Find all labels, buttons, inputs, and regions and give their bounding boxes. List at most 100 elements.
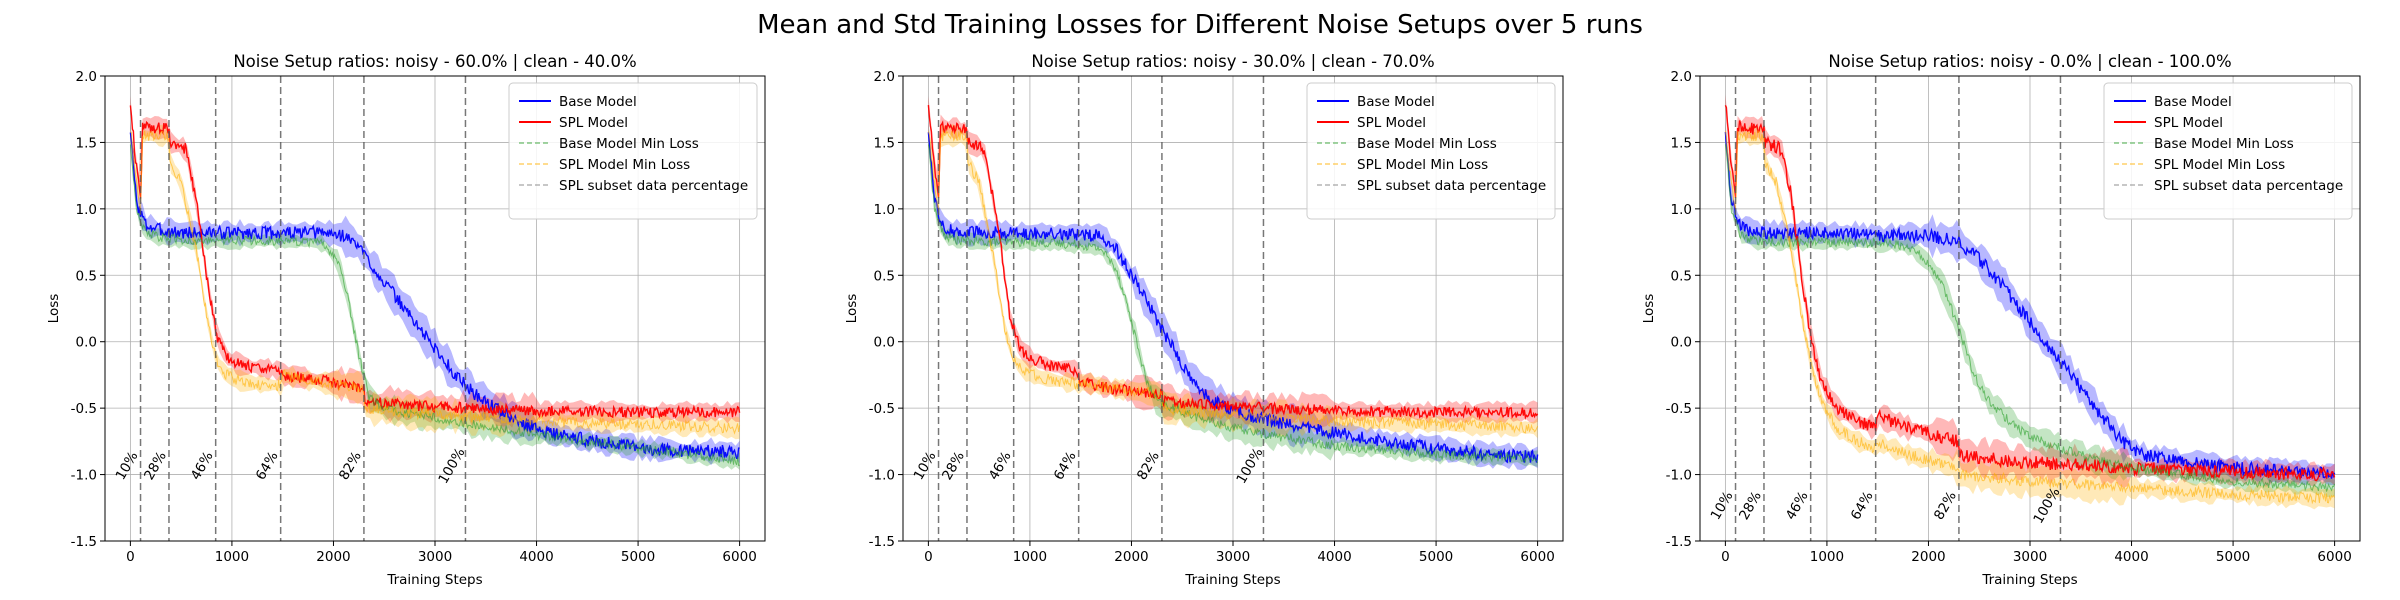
series-line-2 [129, 105, 741, 420]
legend-label: SPL Model Min Loss [559, 157, 690, 173]
y-tick-label: -1.0 [869, 468, 895, 484]
plot-area [1724, 94, 2336, 510]
y-tick-label: -0.5 [1666, 401, 1692, 417]
legend-label: Base Model [2154, 94, 2232, 110]
subset-percent-label: 28% [1736, 489, 1765, 523]
subset-percent-label: 100% [1233, 445, 1266, 487]
legend-label: Base Model Min Loss [1357, 136, 1497, 152]
x-tick-label: 6000 [722, 549, 756, 565]
series-line-1 [129, 132, 740, 460]
subset-percent-label: 46% [986, 449, 1015, 483]
y-tick-label: 0.5 [76, 268, 97, 284]
legend-box [508, 82, 758, 220]
series-line-4 [927, 129, 1539, 434]
legend-label: Base Model Min Loss [559, 136, 699, 152]
y-tick-label: 2.0 [874, 69, 895, 85]
legend-label: SPL subset data percentage [559, 178, 748, 194]
y-tick-label: -1.0 [71, 468, 97, 484]
series-line-1 [927, 132, 1539, 464]
x-axis-label: Training Steps [1184, 572, 1280, 588]
subset-percent-label: 100% [435, 445, 468, 487]
legend-label: Base Model [559, 94, 637, 110]
x-tick-label: 6000 [2317, 549, 2351, 565]
series-line-4 [1724, 129, 2336, 505]
series-line-2 [927, 105, 1539, 421]
legend: Base Model SPL Model Base Model Min Loss SP… [508, 82, 758, 220]
legend-label: Base Model [1357, 94, 1435, 110]
y-tick-label: -0.5 [869, 401, 895, 417]
y-tick-label: -1.5 [869, 534, 895, 550]
x-axis-label: Training Steps [1981, 572, 2077, 588]
legend-box [2103, 82, 2353, 220]
y-tick-label: -1.5 [71, 534, 97, 550]
plot-area [129, 96, 741, 470]
chart-panel-2: 10% 28% 46% 64% 82% 100% 0 1000 2000 3000 4000 5000… [844, 52, 1564, 588]
chart-panel-1: 10% 28% 46% 64% 82% 100% 0 1000 2000 3000 4000 5000… [46, 52, 766, 588]
legend-label: SPL Model [1357, 115, 1426, 131]
subset-percent-label: 46% [188, 449, 217, 483]
subset-percent-label: 64% [1848, 489, 1877, 523]
chart-title: Noise Setup ratios: noisy - 30.0% | clea… [1031, 52, 1434, 71]
x-tick-label: 0 [924, 549, 933, 565]
legend-label: SPL Model Min Loss [2154, 157, 2285, 173]
y-tick-label: 0.5 [1671, 268, 1692, 284]
y-tick-label: 1.0 [874, 202, 895, 218]
y-tick-label: 1.0 [76, 202, 97, 218]
subset-percent-label: 46% [1783, 489, 1812, 523]
x-tick-label: 1000 [1810, 549, 1844, 565]
y-tick-label: 1.5 [874, 135, 895, 151]
subset-percent-label: 82% [336, 449, 365, 483]
legend: Base Model SPL Model Base Model Min Loss SP… [1306, 82, 1556, 220]
series-line-2 [1724, 104, 2336, 482]
subset-percent-label: 28% [141, 449, 170, 483]
x-tick-label: 3000 [1216, 549, 1250, 565]
x-tick-label: 2000 [316, 549, 350, 565]
y-tick-label: 2.0 [76, 69, 97, 85]
legend-label: Base Model Min Loss [2154, 136, 2294, 152]
x-tick-label: 4000 [1317, 549, 1351, 565]
x-tick-label: 4000 [2114, 549, 2148, 565]
chart-title: Noise Setup ratios: noisy - 0.0% | clean… [1828, 52, 2231, 71]
subset-percent-label: 82% [1134, 449, 1163, 483]
x-tick-label: 5000 [1419, 549, 1453, 565]
x-tick-label: 2000 [1911, 549, 1945, 565]
y-tick-label: 1.5 [1671, 135, 1692, 151]
y-tick-label: 0.5 [874, 268, 895, 284]
y-tick-label: 0.0 [76, 335, 97, 351]
series-line-3 [129, 144, 740, 467]
figure-suptitle: Mean and Std Training Losses for Differe… [757, 10, 1643, 40]
legend-label: SPL subset data percentage [2154, 178, 2343, 194]
subset-percent-label: 64% [1051, 449, 1080, 483]
x-tick-label: 0 [126, 549, 135, 565]
plot-area [927, 95, 1539, 470]
x-tick-label: 2000 [1114, 549, 1148, 565]
x-tick-label: 3000 [2013, 549, 2047, 565]
y-tick-label: 1.0 [1671, 202, 1692, 218]
y-tick-label: -1.5 [1666, 534, 1692, 550]
y-tick-label: -1.0 [1666, 468, 1692, 484]
x-tick-label: 5000 [2216, 549, 2250, 565]
x-tick-label: 1000 [215, 549, 249, 565]
y-tick-label: 2.0 [1671, 69, 1692, 85]
subset-percent-label: 64% [253, 449, 282, 483]
y-axis-label: Loss [1641, 294, 1657, 324]
x-tick-label: 4000 [519, 549, 553, 565]
y-axis-label: Loss [46, 294, 62, 324]
legend: Base Model SPL Model Base Model Min Loss SP… [2103, 82, 2353, 220]
legend-label: SPL Model [559, 115, 628, 131]
x-tick-label: 1000 [1013, 549, 1047, 565]
y-tick-label: -0.5 [71, 401, 97, 417]
subset-percent-label: 10% [1708, 489, 1737, 523]
legend-label: SPL subset data percentage [1357, 178, 1546, 194]
legend-label: SPL Model [2154, 115, 2223, 131]
x-tick-label: 3000 [418, 549, 452, 565]
y-axis-label: Loss [844, 294, 860, 324]
legend-box [1306, 82, 1556, 220]
x-axis-label: Training Steps [386, 572, 482, 588]
subset-percent-label: 10% [113, 449, 142, 483]
subset-percent-label: 82% [1931, 489, 1960, 523]
y-tick-label: 1.5 [76, 135, 97, 151]
x-tick-label: 0 [1721, 549, 1730, 565]
chart-panel-3: 10% 28% 46% 64% 82% 100%0 1000 2000 3000 4000 5000… [1641, 52, 2361, 588]
y-tick-label: 0.0 [1671, 335, 1692, 351]
